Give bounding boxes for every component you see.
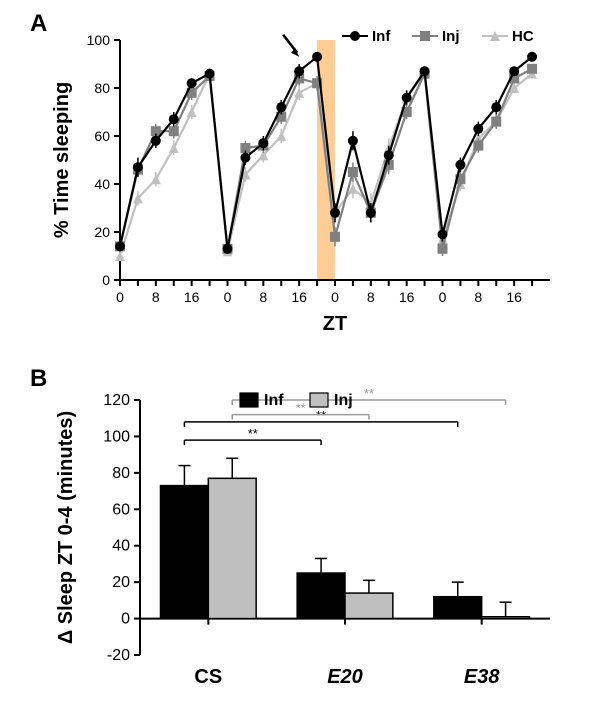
svg-text:8: 8 xyxy=(259,289,267,305)
svg-text:8: 8 xyxy=(474,289,482,305)
svg-text:CS: CS xyxy=(194,666,222,688)
svg-text:100: 100 xyxy=(87,32,111,48)
svg-text:20: 20 xyxy=(94,224,110,240)
svg-text:E38: E38 xyxy=(464,666,500,688)
svg-text:120: 120 xyxy=(103,392,130,409)
svg-text:80: 80 xyxy=(94,80,110,96)
svg-text:40: 40 xyxy=(112,538,130,555)
svg-text:% Time sleeping: % Time sleeping xyxy=(51,82,73,238)
svg-text:**: ** xyxy=(364,386,374,401)
svg-text:-20: -20 xyxy=(107,647,130,664)
panel-a-label: A xyxy=(30,10,47,38)
svg-text:0: 0 xyxy=(121,611,130,628)
svg-text:40: 40 xyxy=(94,176,110,192)
svg-text:16: 16 xyxy=(399,289,415,305)
svg-text:Inf: Inf xyxy=(264,392,284,409)
svg-text:16: 16 xyxy=(506,289,522,305)
svg-text:0: 0 xyxy=(331,289,339,305)
svg-text:16: 16 xyxy=(291,289,307,305)
svg-text:20: 20 xyxy=(112,574,130,591)
svg-text:0: 0 xyxy=(439,289,447,305)
svg-text:HC: HC xyxy=(512,28,534,45)
panel-b-label: B xyxy=(30,365,47,393)
svg-text:**: ** xyxy=(296,401,306,416)
svg-text:60: 60 xyxy=(112,501,130,518)
svg-text:Inf: Inf xyxy=(372,28,391,45)
svg-text:16: 16 xyxy=(184,289,200,305)
svg-text:**: ** xyxy=(248,426,258,441)
svg-text:0: 0 xyxy=(102,272,110,288)
svg-text:100: 100 xyxy=(103,428,130,445)
svg-text:60: 60 xyxy=(94,128,110,144)
svg-text:8: 8 xyxy=(152,289,160,305)
svg-text:Inj: Inj xyxy=(334,392,353,409)
svg-text:8: 8 xyxy=(367,289,375,305)
chart-b: -20 0 20 40 60 80 100 120 Δ Sleep ZT 0-4 (minute… xyxy=(50,375,570,705)
svg-text:Δ Sleep ZT 0-4 (minutes): Δ Sleep ZT 0-4 (minutes) xyxy=(55,411,77,644)
svg-text:E20: E20 xyxy=(327,666,363,688)
svg-text:80: 80 xyxy=(112,465,130,482)
svg-text:0: 0 xyxy=(116,289,124,305)
svg-text:0: 0 xyxy=(224,289,232,305)
svg-text:Inj: Inj xyxy=(442,28,460,45)
chart-a: 0 20 40 60 80 100 0 8 16 0 8 16 0 8 16 0 8 16 ZT % Time sle… xyxy=(50,20,570,340)
svg-text:ZT: ZT xyxy=(323,313,347,335)
svg-text:**: ** xyxy=(316,408,326,423)
